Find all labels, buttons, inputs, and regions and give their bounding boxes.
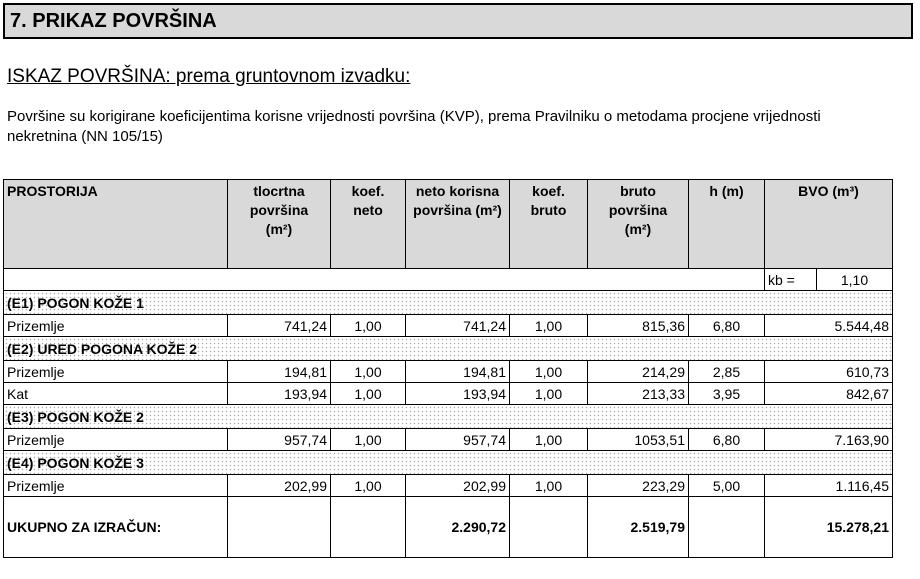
header-h: h (m) (688, 179, 765, 269)
table-cell: 1053,51 (587, 428, 689, 451)
table-cell: 202,99 (405, 474, 510, 497)
total-row: UKUPNO ZA IZRAČUN: 2.290,72 2.519,79 15.… (3, 496, 893, 558)
header-net-area: neto korisna površina (m²) (405, 179, 510, 269)
kb-label: kb = (764, 268, 817, 291)
table-cell: 5,00 (688, 474, 765, 497)
group-name: (E3) POGON KOŽE 2 (3, 404, 893, 429)
group-row: (E3) POGON KOŽE 2 (3, 404, 893, 429)
description: Površine su korigirane koeficijentima ko… (7, 108, 821, 145)
table-cell: Prizemlje (3, 474, 228, 497)
table-cell: 1,00 (509, 382, 588, 405)
table-cell: 1,00 (330, 360, 406, 383)
table-cell: 957,74 (227, 428, 331, 451)
table-cell: 6,80 (688, 314, 765, 337)
table-cell: 842,67 (764, 382, 893, 405)
total-net-area: 2.290,72 (405, 496, 510, 558)
header-floor-area: tlocrtna površina (m²) (227, 179, 331, 269)
table-cell: 194,81 (227, 360, 331, 383)
total-bvo: 15.278,21 (764, 496, 893, 558)
header-row: PROSTORIJA tlocrtna površina (m²) koef. … (3, 179, 893, 269)
table-cell: 7.163,90 (764, 428, 893, 451)
table-cell: Kat (3, 382, 228, 405)
table-cell: 223,29 (587, 474, 689, 497)
table-cell: 1,00 (509, 428, 588, 451)
table-cell: 1,00 (330, 382, 406, 405)
area-table: PROSTORIJA tlocrtna površina (m²) koef. … (3, 179, 893, 558)
group-name: (E2) URED POGONA KOŽE 2 (3, 336, 893, 361)
kb-value: 1,10 (816, 268, 893, 291)
table-row: Prizemlje 741,24 1,00 741,24 1,00 815,36 6,80 5… (3, 314, 893, 337)
table-row: Prizemlje 194,81 1,00 194,81 1,00 214,29 2,85 6… (3, 360, 893, 383)
table-cell: 741,24 (405, 314, 510, 337)
table-cell: 815,36 (587, 314, 689, 337)
table-cell: Prizemlje (3, 314, 228, 337)
table-cell: 1,00 (509, 314, 588, 337)
table-cell: 2,85 (688, 360, 765, 383)
table-cell: 6,80 (688, 428, 765, 451)
table-cell: 213,33 (587, 382, 689, 405)
group-row: (E1) POGON KOŽE 1 (3, 290, 893, 315)
table-row: Prizemlje 202,99 1,00 202,99 1,00 223,29 5,00 1… (3, 474, 893, 497)
total-label: UKUPNO ZA IZRAČUN: (3, 496, 228, 558)
table-cell: 5.544,48 (764, 314, 893, 337)
group-name: (E4) POGON KOŽE 3 (3, 450, 893, 475)
table-cell: 1,00 (509, 360, 588, 383)
header-coef-net: koef. neto (330, 179, 406, 269)
subtitle: ISKAZ POVRŠINA: prema gruntovnom izvadku… (7, 66, 411, 87)
table-cell: 1.116,45 (764, 474, 893, 497)
header-room: PROSTORIJA (3, 179, 228, 269)
table-row: Prizemlje 957,74 1,00 957,74 1,00 1053,51 6,80… (3, 428, 893, 451)
kb-row: kb = 1,10 (3, 268, 893, 291)
group-name: (E1) POGON KOŽE 1 (3, 290, 893, 315)
group-row: (E2) URED POGONA KOŽE 2 (3, 336, 893, 361)
table-cell: 957,74 (405, 428, 510, 451)
table-cell: 1,00 (330, 474, 406, 497)
table-cell: Prizemlje (3, 360, 228, 383)
table-cell: 1,00 (509, 474, 588, 497)
header-gross-area: bruto površina (m²) (587, 179, 689, 269)
total-gross-area: 2.519,79 (587, 496, 689, 558)
table-cell: 202,99 (227, 474, 331, 497)
group-row: (E4) POGON KOŽE 3 (3, 450, 893, 475)
table-cell: 193,94 (227, 382, 331, 405)
table-cell: 741,24 (227, 314, 331, 337)
table-cell: 1,00 (330, 314, 406, 337)
table-cell: 214,29 (587, 360, 689, 383)
header-bvo: BVO (m³) (764, 179, 893, 269)
table-cell: 610,73 (764, 360, 893, 383)
table-cell: 1,00 (330, 428, 406, 451)
table-cell: 194,81 (405, 360, 510, 383)
table-row: Kat 193,94 1,00 193,94 1,00 213,33 3,95 842,67 (3, 382, 893, 405)
table-cell: 3,95 (688, 382, 765, 405)
table-cell: 193,94 (405, 382, 510, 405)
section-title: 7. PRIKAZ POVRŠINA (3, 3, 913, 39)
header-coef-gross: koef. bruto (509, 179, 588, 269)
table-cell: Prizemlje (3, 428, 228, 451)
